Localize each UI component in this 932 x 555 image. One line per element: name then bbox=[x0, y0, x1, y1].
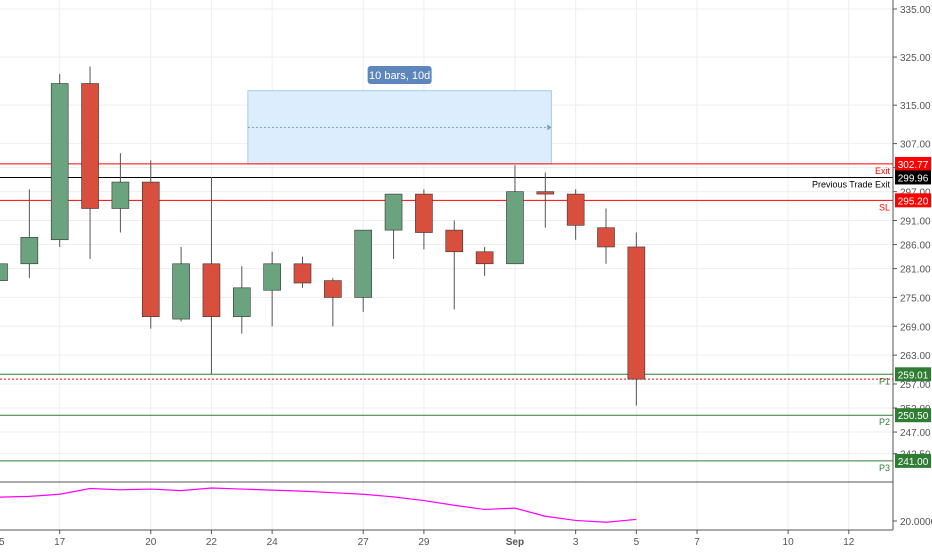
candle-body bbox=[475, 251, 494, 265]
candle-body bbox=[0, 263, 8, 281]
time-tick-label: 12 bbox=[843, 537, 855, 548]
price-tick-label: 325.00 bbox=[900, 53, 931, 64]
indicator-axis-label: 20.0000 bbox=[900, 517, 932, 528]
candle-body bbox=[627, 246, 646, 380]
candle-body bbox=[141, 181, 160, 317]
candle-body bbox=[536, 191, 555, 195]
price-tick-label: 247.00 bbox=[900, 428, 931, 439]
price-badge-label: 295.20 bbox=[898, 196, 929, 207]
level-line-label: SL bbox=[879, 202, 890, 212]
price-badge-label: 250.50 bbox=[898, 411, 929, 422]
candle-body bbox=[233, 287, 251, 317]
candle-body bbox=[566, 193, 585, 226]
price-badge bbox=[895, 367, 931, 382]
candle-body bbox=[81, 83, 99, 209]
time-tick-label: 10 bbox=[783, 537, 795, 548]
range-box-label: 10 bars, 10d bbox=[369, 70, 430, 82]
price-badge-label: 302.77 bbox=[898, 160, 929, 171]
level-line-label: Exit bbox=[875, 166, 891, 176]
candle-body bbox=[263, 263, 281, 291]
time-tick-label: Sep bbox=[506, 537, 524, 548]
candle-body bbox=[111, 181, 130, 209]
price-badge-label: 299.96 bbox=[898, 173, 929, 184]
price-badge bbox=[895, 193, 931, 208]
indicator-line bbox=[0, 487, 637, 523]
candle-body bbox=[293, 263, 312, 284]
time-tick-label: 5 bbox=[634, 537, 640, 548]
price-badge bbox=[895, 453, 931, 468]
price-tick-label: 263.00 bbox=[900, 351, 931, 362]
time-tick-label: 3 bbox=[573, 537, 579, 548]
price-tick-label: 297.00 bbox=[900, 188, 931, 199]
time-tick-label: 27 bbox=[358, 537, 370, 548]
price-tick-label: 257.00 bbox=[900, 380, 931, 391]
candle-body bbox=[354, 229, 373, 298]
time-tick-label: 22 bbox=[206, 537, 218, 548]
time-tick-label: 29 bbox=[418, 537, 430, 548]
level-line-label: P3 bbox=[879, 463, 890, 473]
candle-body bbox=[20, 237, 39, 265]
price-badge bbox=[895, 408, 931, 423]
range-box-arrow bbox=[547, 124, 552, 131]
price-tick-label: 286.00 bbox=[900, 241, 931, 252]
candle-body bbox=[202, 263, 221, 317]
price-tick-label: 291.00 bbox=[900, 217, 931, 228]
time-tick-label: 15 bbox=[0, 537, 5, 548]
price-tick-label: 315.00 bbox=[900, 101, 931, 112]
price-tick-label: 269.00 bbox=[900, 322, 931, 333]
candle-body bbox=[172, 263, 190, 320]
time-tick-label: 24 bbox=[267, 537, 279, 548]
price-tick-label: 335.00 bbox=[900, 5, 931, 16]
price-badge-label: 259.01 bbox=[898, 370, 929, 381]
candle-body bbox=[597, 227, 615, 248]
candle-body bbox=[384, 193, 403, 231]
candle-body bbox=[445, 229, 464, 253]
candle-body bbox=[50, 83, 69, 241]
price-badge-label: 241.00 bbox=[898, 457, 929, 468]
price-badge bbox=[895, 170, 931, 185]
range-box-label-bg bbox=[367, 66, 432, 84]
candle-body bbox=[324, 280, 342, 298]
time-tick-label: 20 bbox=[145, 537, 157, 548]
price-tick-label: 281.00 bbox=[900, 265, 931, 276]
candle-body bbox=[506, 191, 524, 265]
price-tick-label: 275.00 bbox=[900, 293, 931, 304]
price-badge bbox=[895, 156, 931, 171]
level-line-label: P1 bbox=[879, 376, 890, 386]
time-tick-label: 17 bbox=[54, 537, 66, 548]
candle-body bbox=[415, 193, 433, 233]
level-line-label: P2 bbox=[879, 417, 890, 427]
level-line-label: Previous Trade Exit bbox=[812, 179, 891, 189]
time-tick-label: 7 bbox=[694, 537, 700, 548]
price-tick-label: 307.00 bbox=[900, 140, 931, 151]
